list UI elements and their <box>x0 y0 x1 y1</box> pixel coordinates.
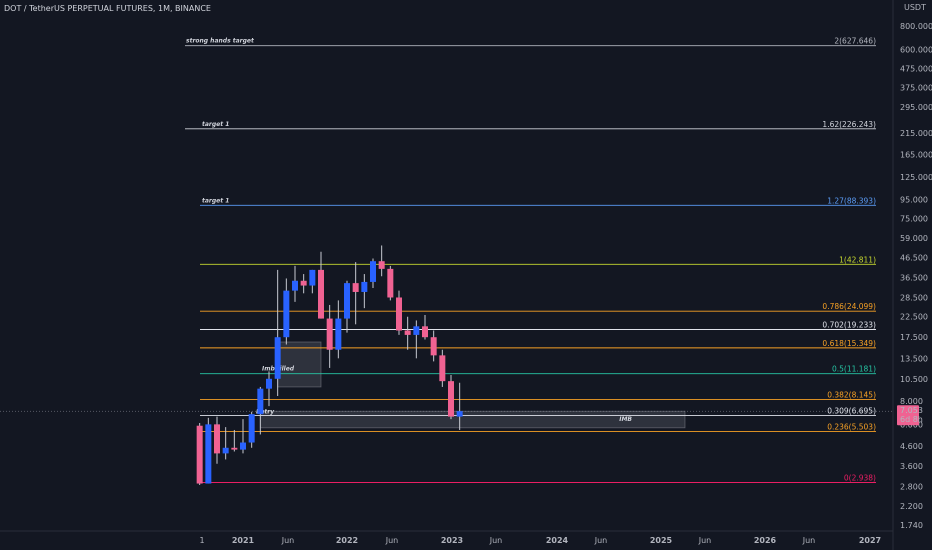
time-tick-label: Jun <box>489 536 503 545</box>
candle-body[interactable] <box>248 414 255 443</box>
current-price-value: 7.053 <box>900 406 923 415</box>
candle-body[interactable] <box>422 326 428 338</box>
fib-label: 0.618(15.349) <box>822 339 876 348</box>
current-price-countdown: 6d 8h <box>900 415 923 424</box>
price-tick-label: 59.000 <box>900 234 928 243</box>
imb-filled-zone <box>277 341 322 388</box>
candle-body[interactable] <box>231 447 238 450</box>
time-tick-label: 2025 <box>650 536 673 545</box>
candle-body[interactable] <box>326 318 333 350</box>
candle-body[interactable] <box>378 261 385 269</box>
price-tick-label: 295.000 <box>900 103 932 112</box>
candle-body[interactable] <box>292 280 298 291</box>
candle-body[interactable] <box>448 381 454 417</box>
price-tick-label: 75.000 <box>900 215 928 224</box>
time-tick-label: 2027 <box>859 536 881 545</box>
time-tick-label: Jun <box>281 536 295 545</box>
price-tick-label: 8.000 <box>900 397 923 406</box>
price-tick-label: 375.000 <box>900 84 932 93</box>
annotation-label: strong hands target <box>186 38 255 45</box>
candle-body[interactable] <box>430 337 437 356</box>
candle-body[interactable] <box>205 424 212 484</box>
candle-body[interactable] <box>283 290 290 338</box>
candle-body[interactable] <box>370 261 376 282</box>
candle-body[interactable] <box>214 424 220 454</box>
candle-body[interactable] <box>335 318 342 350</box>
price-tick-label: 22.500 <box>900 313 928 322</box>
time-tick-label: Jun <box>802 536 816 545</box>
candle-body[interactable] <box>196 425 203 484</box>
fib-label: 0.309(6.695) <box>827 406 876 415</box>
price-tick-label: 165.000 <box>900 151 932 160</box>
time-tick-label: 2024 <box>546 536 569 545</box>
candle-body[interactable] <box>266 378 272 389</box>
candle-body[interactable] <box>344 283 350 319</box>
candle-body[interactable] <box>257 388 264 415</box>
candle-body[interactable] <box>240 442 246 450</box>
fib-label: 1.62(226.243) <box>822 120 876 129</box>
fib-label: 0.702(19.233) <box>822 321 876 330</box>
time-tick-label: 2022 <box>336 536 358 545</box>
time-tick-label: Jun <box>385 536 399 545</box>
candle-body[interactable] <box>404 330 411 335</box>
candle-body[interactable] <box>456 411 463 417</box>
time-tick-label: 2026 <box>754 536 777 545</box>
fib-label: 1.27(88.393) <box>827 196 876 205</box>
candle-body[interactable] <box>222 447 229 454</box>
price-tick-label: 36.500 <box>900 273 928 282</box>
candle-body[interactable] <box>274 337 281 379</box>
price-axis-unit: USDT <box>904 3 926 12</box>
price-tick-label: 2.800 <box>900 482 923 491</box>
candle-body[interactable] <box>361 281 368 292</box>
candle-body[interactable] <box>309 269 316 286</box>
fib-label: 0.236(5.503) <box>827 422 876 431</box>
time-tick-label: Jun <box>698 536 712 545</box>
candle-body[interactable] <box>318 269 324 319</box>
fib-label: 2(627.646) <box>834 37 876 46</box>
fib-label: 0.5(11.181) <box>832 365 876 374</box>
fib-label: 0.786(24.099) <box>822 302 876 311</box>
annotation-label: Entry <box>256 409 275 416</box>
candle-body[interactable] <box>439 355 446 382</box>
price-tick-label: 475.000 <box>900 64 932 73</box>
price-tick-label: 800.000 <box>900 22 932 31</box>
candle-body[interactable] <box>413 326 420 335</box>
annotation-label: target 1 <box>202 197 229 204</box>
candle-body[interactable] <box>396 297 402 331</box>
candle-body[interactable] <box>352 283 359 292</box>
time-tick-label: Jun <box>594 536 608 545</box>
time-tick-label: 1 <box>199 536 204 545</box>
price-tick-label: 3.600 <box>900 462 923 471</box>
time-tick-label: 2021 <box>232 536 255 545</box>
price-tick-label: 13.500 <box>900 354 928 363</box>
candle-body[interactable] <box>300 280 307 286</box>
price-tick-label: 17.500 <box>900 333 928 342</box>
current-price-tag <box>897 405 919 426</box>
price-tick-label: 2.200 <box>900 502 923 511</box>
price-tick-label: 4.600 <box>900 442 923 451</box>
price-tick-label: 46.500 <box>900 254 928 263</box>
price-tick-label: 600.000 <box>900 45 932 54</box>
fib-label: 1(42.811) <box>839 255 876 264</box>
candle-body[interactable] <box>387 268 394 298</box>
time-tick-label: 2023 <box>441 536 463 545</box>
fib-label: 0.382(8.145) <box>827 390 876 399</box>
price-tick-label: 28.500 <box>900 293 928 302</box>
price-tick-label: 95.000 <box>900 195 928 204</box>
price-tick-label: 10.500 <box>900 375 928 384</box>
chart-title: DOT / TetherUS PERPETUAL FUTURES, 1M, BI… <box>4 4 211 13</box>
price-tick-label: 125.000 <box>900 173 932 182</box>
price-tick-label: 215.000 <box>900 129 932 138</box>
fib-label: 0(2.938) <box>844 473 876 482</box>
price-tick-label: 1.740 <box>900 521 923 530</box>
annotation-label: target 1 <box>202 121 229 128</box>
annotation-label: IMB <box>619 416 632 423</box>
